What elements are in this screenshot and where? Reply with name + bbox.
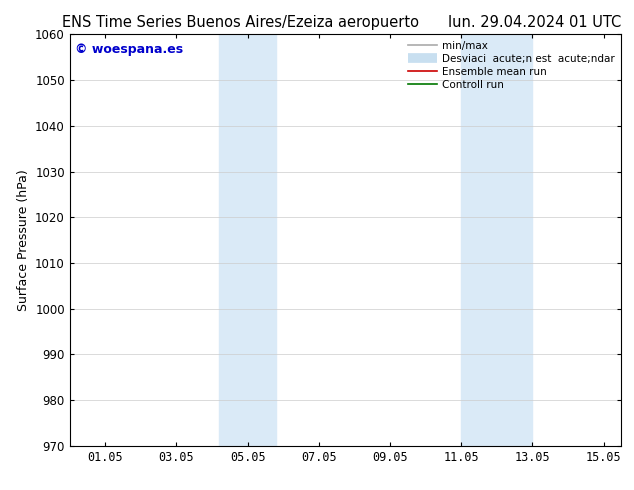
Text: ENS Time Series Buenos Aires/Ezeiza aeropuerto: ENS Time Series Buenos Aires/Ezeiza aero… — [62, 15, 420, 30]
Legend: min/max, Desviaci  acute;n est  acute;ndar, Ensemble mean run, Controll run: min/max, Desviaci acute;n est acute;ndar… — [404, 36, 619, 94]
Y-axis label: Surface Pressure (hPa): Surface Pressure (hPa) — [16, 169, 30, 311]
Text: © woespana.es: © woespana.es — [75, 43, 183, 55]
Text: lun. 29.04.2024 01 UTC: lun. 29.04.2024 01 UTC — [448, 15, 621, 30]
Bar — [461, 34, 533, 446]
Bar — [219, 34, 276, 446]
